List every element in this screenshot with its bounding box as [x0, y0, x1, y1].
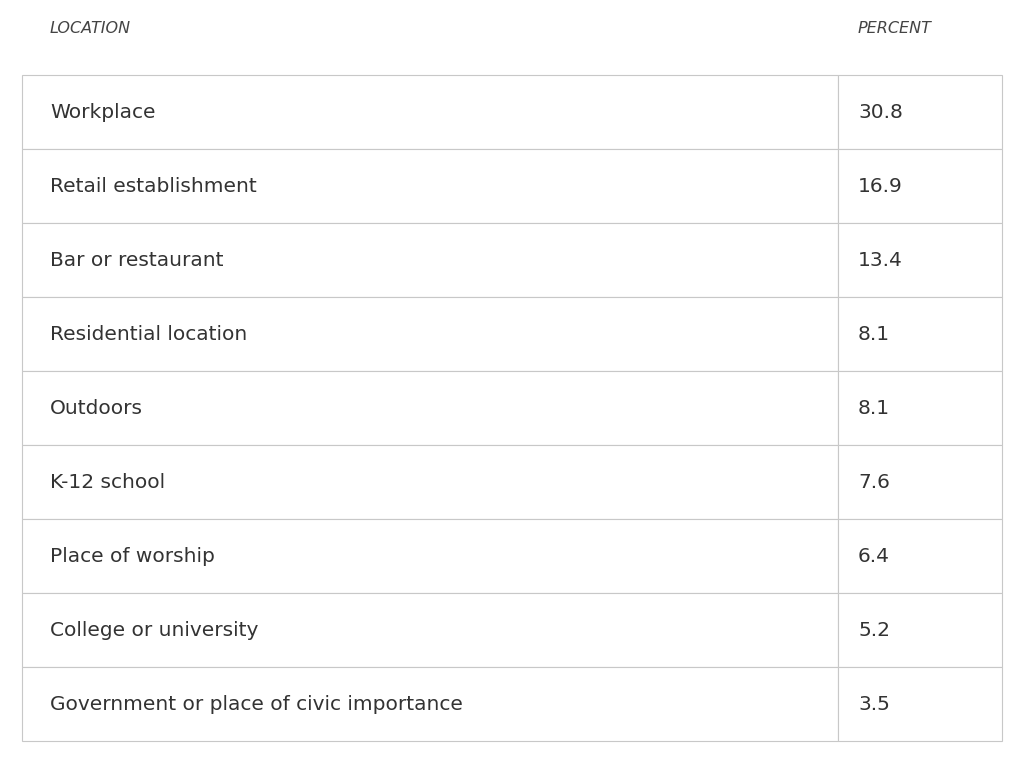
- Text: 8.1: 8.1: [858, 324, 890, 344]
- Text: Bar or restaurant: Bar or restaurant: [50, 251, 223, 269]
- Bar: [22, 593, 838, 667]
- Text: 6.4: 6.4: [858, 546, 890, 566]
- Text: 8.1: 8.1: [858, 398, 890, 418]
- Bar: [838, 297, 1002, 371]
- Bar: [22, 149, 838, 223]
- Bar: [22, 519, 838, 593]
- Text: 5.2: 5.2: [858, 621, 890, 640]
- Text: Place of worship: Place of worship: [50, 546, 215, 566]
- Bar: [22, 667, 838, 741]
- Bar: [22, 223, 838, 297]
- Bar: [838, 223, 1002, 297]
- Bar: [838, 149, 1002, 223]
- Text: LOCATION: LOCATION: [50, 20, 131, 36]
- Text: 13.4: 13.4: [858, 251, 903, 269]
- Text: College or university: College or university: [50, 621, 258, 640]
- Text: PERCENT: PERCENT: [858, 20, 932, 36]
- Text: Retail establishment: Retail establishment: [50, 177, 257, 195]
- Text: K-12 school: K-12 school: [50, 472, 165, 492]
- Bar: [22, 371, 838, 445]
- Bar: [838, 445, 1002, 519]
- Text: Government or place of civic importance: Government or place of civic importance: [50, 695, 463, 713]
- Bar: [22, 297, 838, 371]
- Text: 16.9: 16.9: [858, 177, 903, 195]
- Text: 30.8: 30.8: [858, 103, 903, 121]
- Bar: [838, 593, 1002, 667]
- Bar: [838, 75, 1002, 149]
- Bar: [838, 519, 1002, 593]
- Text: 3.5: 3.5: [858, 695, 890, 713]
- Bar: [22, 75, 838, 149]
- Text: Residential location: Residential location: [50, 324, 247, 344]
- Text: Workplace: Workplace: [50, 103, 156, 121]
- Text: 7.6: 7.6: [858, 472, 890, 492]
- Bar: [22, 445, 838, 519]
- Bar: [838, 371, 1002, 445]
- Text: Outdoors: Outdoors: [50, 398, 143, 418]
- Bar: [838, 667, 1002, 741]
